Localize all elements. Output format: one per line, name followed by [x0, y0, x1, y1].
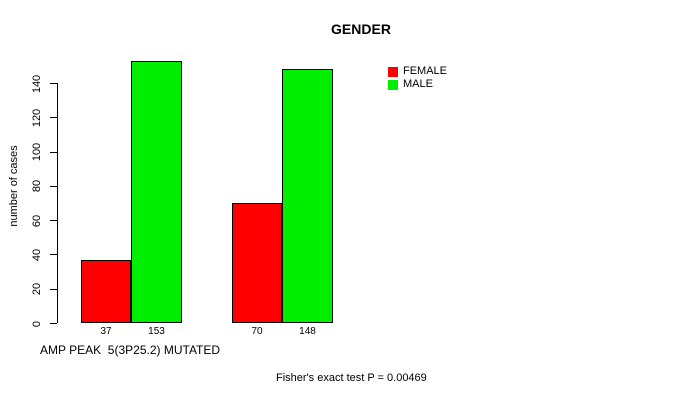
y-tick-mark: [50, 288, 57, 290]
legend-label-female: FEMALE: [403, 65, 448, 77]
y-axis-line: [57, 83, 58, 323]
y-tick-label: 0: [31, 320, 43, 327]
legend-label-male: MALE: [403, 78, 433, 90]
y-tick-mark: [50, 117, 57, 119]
bar-value-label: 153: [148, 326, 165, 337]
y-tick-label: 40: [31, 248, 43, 262]
y-tick-mark: [50, 220, 57, 222]
y-tick-label: 80: [31, 180, 43, 193]
y-tick-label: 120: [31, 108, 43, 127]
bar-female-37: [81, 260, 131, 323]
footnote-pvalue: Fisher's exact test P = 0.00469: [276, 372, 427, 384]
y-tick-label: 20: [31, 283, 43, 296]
legend-item-male: MALE: [388, 78, 447, 91]
legend-item-female: FEMALE: [388, 65, 447, 78]
y-tick-label: 60: [31, 214, 43, 227]
y-tick-label: 140: [31, 74, 43, 93]
bar-male-153: [131, 61, 182, 323]
bar-value-label: 37: [100, 326, 112, 337]
y-tick-mark: [50, 254, 57, 256]
male-swatch-icon: [388, 79, 398, 90]
bar-male-148: [282, 69, 333, 323]
y-tick-mark: [50, 323, 57, 324]
bar-value-label: 148: [299, 326, 316, 337]
legend: FEMALE MALE: [388, 65, 447, 91]
female-swatch-icon: [388, 66, 398, 77]
y-tick-label: 100: [31, 142, 43, 162]
y-tick-mark: [50, 83, 57, 84]
y-tick-mark: [50, 151, 57, 153]
chart-title: GENDER: [331, 21, 391, 37]
y-tick-mark: [50, 185, 57, 187]
x-axis-label: AMP PEAK 5(3P25.2) MUTATED: [40, 343, 221, 357]
y-axis-label: number of cases: [8, 145, 20, 227]
bar-female-70: [232, 203, 282, 323]
bar-value-label: 70: [251, 326, 263, 337]
